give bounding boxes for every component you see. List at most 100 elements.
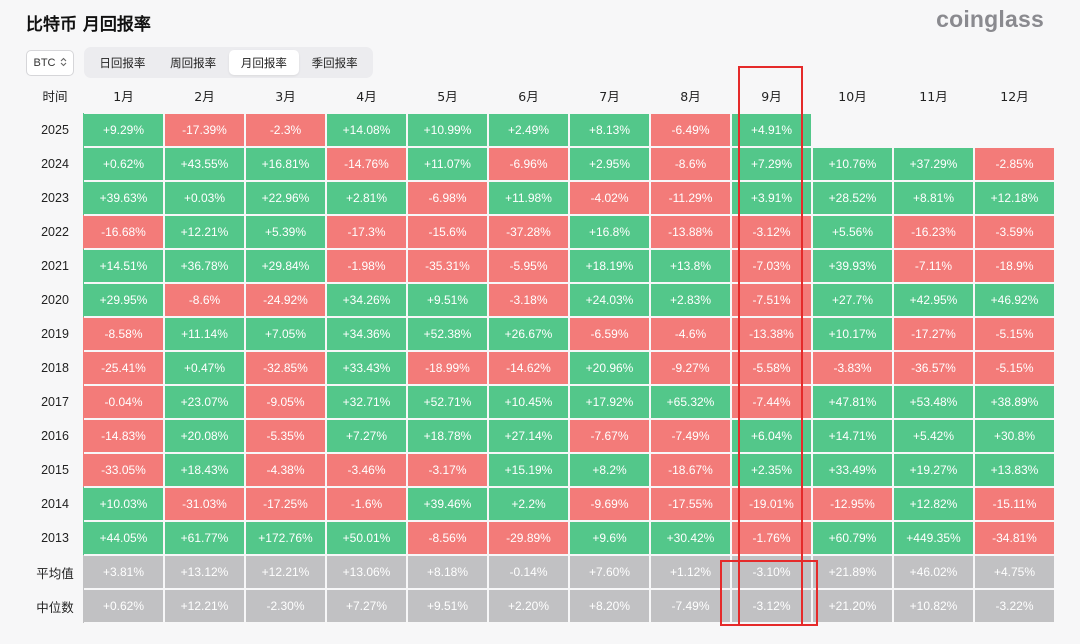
return-cell: -1.98% — [325, 248, 408, 284]
column-header: 11月 — [919, 89, 948, 104]
tab-quarterly-return[interactable]: 季回报率 — [311, 55, 358, 70]
return-cell: -3.10% — [730, 554, 813, 590]
row-label: 2019 — [41, 327, 69, 341]
return-cell: -9.05% — [244, 384, 327, 420]
return-cell: +8.13% — [568, 112, 651, 148]
return-cell: -3.12% — [730, 588, 813, 624]
return-cell: +2.83% — [649, 282, 732, 318]
return-cell: +12.18% — [973, 180, 1056, 216]
row-label: 2023 — [41, 191, 69, 205]
return-cell: +7.60% — [568, 554, 651, 590]
return-cell: -5.58% — [730, 350, 813, 386]
table-row: 2018 -25.41% +0.47% -32.85% +33.43% -18.99% -1… — [27, 350, 1056, 386]
return-cell: +43.55% — [163, 146, 246, 182]
return-cell: +32.71% — [325, 384, 408, 420]
return-cell: +21.89% — [811, 554, 894, 590]
return-cell: -2.3% — [244, 112, 327, 148]
return-cell: +11.98% — [487, 180, 570, 216]
return-cell: +2.20% — [487, 588, 570, 624]
return-cell: +29.84% — [244, 248, 327, 284]
return-cell: +27.14% — [487, 418, 570, 454]
column-header: 6月 — [518, 89, 539, 104]
return-cell: -3.18% — [487, 282, 570, 318]
asset-select[interactable]: BTC — [26, 50, 74, 76]
return-cell: -1.76% — [730, 520, 813, 556]
return-cell: +0.62% — [82, 146, 165, 182]
return-cell: -3.17% — [406, 452, 489, 488]
return-cell: -4.38% — [244, 452, 327, 488]
return-cell: +50.01% — [325, 520, 408, 556]
return-cell: -17.27% — [892, 316, 975, 352]
column-header: 8月 — [680, 89, 701, 104]
return-cell: -13.88% — [649, 214, 732, 250]
return-cell: +17.92% — [568, 384, 651, 420]
return-cell: +5.39% — [244, 214, 327, 250]
return-cell: -18.9% — [973, 248, 1056, 284]
return-cell: +44.05% — [82, 520, 165, 556]
table-row: 2015 -33.05% +18.43% -4.38% -3.46% -3.17% +15.… — [27, 452, 1056, 488]
return-cell: -8.58% — [82, 316, 165, 352]
tab-daily-return[interactable]: 日回报率 — [99, 55, 146, 70]
return-cell: -6.98% — [406, 180, 489, 216]
return-cell: +2.95% — [568, 146, 651, 182]
return-cell: -19.01% — [730, 486, 813, 522]
tab-weekly-return[interactable]: 周回报率 — [170, 55, 217, 70]
return-cell: -17.55% — [649, 486, 732, 522]
return-cell: -15.11% — [973, 486, 1056, 522]
return-cell: +39.93% — [811, 248, 894, 284]
return-cell: -7.67% — [568, 418, 651, 454]
column-header: 4月 — [356, 89, 377, 104]
return-cell: +15.19% — [487, 452, 570, 488]
monthly-returns-table: 时间 1月 2月 3月 4月 5月 6月 7月 8月 9月 10月 11月 12月 2025 +9.29… — [26, 79, 1056, 624]
return-cell: -4.02% — [568, 180, 651, 216]
return-cell: +20.96% — [568, 350, 651, 386]
return-cell: +33.49% — [811, 452, 894, 488]
return-cell: +13.8% — [649, 248, 732, 284]
return-cell: +5.56% — [811, 214, 894, 250]
return-cell: +4.91% — [730, 112, 813, 148]
return-cell: -13.38% — [730, 316, 813, 352]
return-cell: -7.49% — [649, 418, 732, 454]
return-cell: +13.83% — [973, 452, 1056, 488]
column-header: 12月 — [1000, 89, 1029, 104]
return-cell: +12.21% — [163, 588, 246, 624]
return-cell: +172.76% — [244, 520, 327, 556]
return-cell: -33.05% — [82, 452, 165, 488]
table-row: 2017 -0.04% +23.07% -9.05% +32.71% +52.71% +10… — [27, 384, 1056, 420]
return-cell: +10.03% — [82, 486, 165, 522]
return-cell: +3.81% — [82, 554, 165, 590]
return-cell: +10.82% — [892, 588, 975, 624]
table-row: 2025 +9.29% -17.39% -2.3% +14.08% +10.99% +2.4… — [27, 112, 1056, 148]
return-cell: +10.76% — [811, 146, 894, 182]
return-cell: +16.8% — [568, 214, 651, 250]
return-cell: -7.03% — [730, 248, 813, 284]
return-cell: +14.08% — [325, 112, 408, 148]
row-label: 2014 — [41, 497, 69, 511]
coinglass-logo[interactable]: coinglass — [936, 6, 1044, 32]
return-cell: -24.92% — [244, 282, 327, 318]
return-cell: -1.6% — [325, 486, 408, 522]
return-cell: -16.23% — [892, 214, 975, 250]
corner-label: 时间 — [42, 89, 68, 104]
return-cell: -25.41% — [82, 350, 165, 386]
row-label: 2016 — [41, 429, 69, 443]
return-cell: +4.75% — [973, 554, 1056, 590]
return-cell: +13.06% — [325, 554, 408, 590]
tab-monthly-return[interactable]: 月回报率 — [228, 50, 300, 75]
return-cell: +23.07% — [163, 384, 246, 420]
return-cell: -4.6% — [649, 316, 732, 352]
return-cell: +24.03% — [568, 282, 651, 318]
row-label: 2015 — [41, 463, 69, 477]
return-cell: -3.59% — [973, 214, 1056, 250]
return-cell: +60.79% — [811, 520, 894, 556]
return-cell: +61.77% — [163, 520, 246, 556]
return-cell: +0.47% — [163, 350, 246, 386]
column-header: 3月 — [275, 89, 296, 104]
return-cell: +52.71% — [406, 384, 489, 420]
column-header: 7月 — [599, 89, 620, 104]
row-label: 2025 — [41, 123, 69, 137]
chevron-updown-icon — [60, 57, 67, 69]
return-cell: -12.95% — [811, 486, 894, 522]
return-cell: -0.04% — [82, 384, 165, 420]
return-cell: -3.22% — [973, 588, 1056, 624]
